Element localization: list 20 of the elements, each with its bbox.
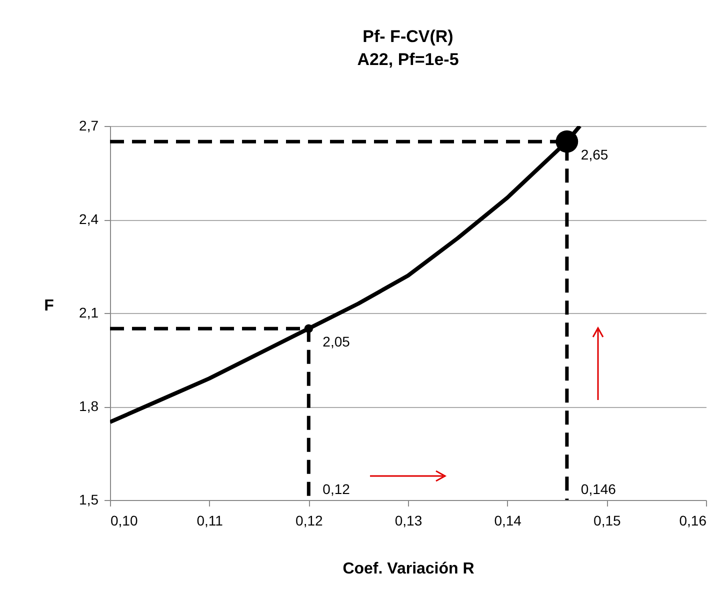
data-label: 2,65 bbox=[580, 146, 608, 163]
y-tick-label: 2,1 bbox=[79, 304, 99, 320]
y-tick-label: 2,4 bbox=[79, 211, 99, 227]
x-tick-label: 0,10 bbox=[110, 512, 138, 528]
data-label: 2,05 bbox=[322, 334, 350, 350]
x-tick-label: 0,16 bbox=[679, 512, 707, 528]
annotation: 0,146 bbox=[580, 481, 616, 498]
y-axis-title: F bbox=[44, 298, 54, 314]
annotation: 0,12 bbox=[322, 481, 350, 498]
y-tick-label: 1,5 bbox=[79, 492, 99, 508]
chart-subtitle: A22, Pf=1e-5 bbox=[357, 50, 459, 69]
x-axis-title: Coef. Variación R bbox=[342, 560, 475, 578]
x-tick-label: 0,13 bbox=[394, 512, 422, 528]
y-tick-label: 2,7 bbox=[79, 118, 99, 134]
x-tick-label: 0,14 bbox=[494, 512, 522, 528]
chart-title: Pf- F-CV(R) bbox=[362, 27, 454, 46]
x-tick-label: 0,15 bbox=[594, 512, 622, 528]
x-tick-label: 0,11 bbox=[196, 512, 224, 528]
y-tick-label: 1,8 bbox=[79, 398, 99, 414]
x-tick-label: 0,12 bbox=[296, 512, 324, 528]
